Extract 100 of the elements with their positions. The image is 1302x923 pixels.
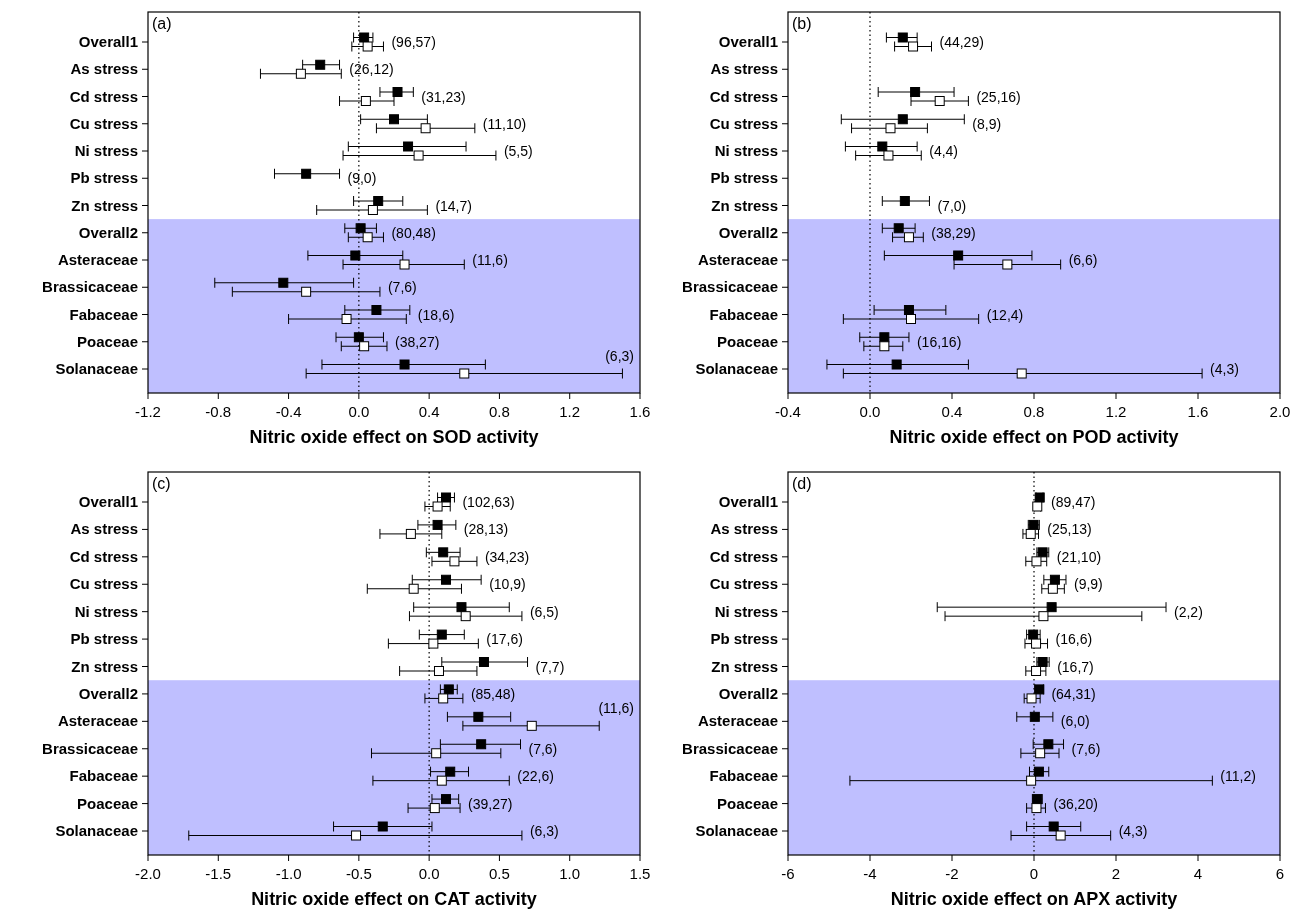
- y-tick-label: Cu stress: [69, 575, 138, 593]
- x-tick-label: 4: [1193, 865, 1203, 882]
- y-tick-label: Zn stress: [71, 657, 138, 675]
- annotation: (102,63): [462, 494, 515, 510]
- annotation: (7,6): [387, 279, 417, 296]
- annotation: (22,6): [517, 768, 554, 785]
- annotation: (4,3): [1118, 823, 1148, 839]
- annotation: (96,57): [391, 34, 436, 50]
- y-tick-label: Zn stress: [711, 196, 778, 214]
- annotation: (14,7): [435, 197, 472, 214]
- annotation: (6,0): [1060, 713, 1090, 730]
- annotation: (11,2): [1220, 768, 1256, 785]
- y-tick-label: Overall1: [718, 493, 778, 510]
- annotation: (64,31): [1051, 685, 1096, 702]
- annotation: (7,6): [1071, 740, 1101, 757]
- annotation: (6,3): [529, 823, 559, 839]
- y-tick-label: Asteraceae: [697, 712, 778, 730]
- annotation: (16,16): [916, 333, 962, 350]
- annotation: (44,29): [939, 34, 984, 50]
- y-tick-label: Brassicaceae: [682, 739, 778, 757]
- y-tick-label: As stress: [710, 520, 778, 538]
- x-tick-label: 0.0: [859, 403, 881, 420]
- annotation: (38,29): [931, 224, 976, 241]
- x-axis-title: Nitric oxide effect on APX activity: [890, 889, 1178, 909]
- y-tick-label: Fabaceae: [709, 767, 778, 785]
- x-tick-label: -0.8: [205, 403, 232, 420]
- y-tick-label: Cu stress: [69, 114, 138, 132]
- x-tick-label: 2: [1111, 865, 1121, 882]
- annotation: (21,10): [1056, 548, 1102, 565]
- y-tick-label: Solanaceae: [695, 360, 778, 377]
- annotation: (6,6): [1068, 252, 1098, 268]
- y-tick-label: Brassicaceae: [42, 739, 138, 757]
- x-tick-label: 2.0: [1269, 403, 1291, 420]
- annotation: (7,7): [535, 658, 565, 675]
- x-tick-label: -6: [781, 865, 795, 882]
- y-tick-label: As stress: [710, 60, 778, 78]
- x-tick-label: -1.2: [135, 403, 161, 420]
- x-tick-label: -1.5: [205, 865, 232, 882]
- annotation: (11,10): [482, 115, 527, 132]
- annotation: (11,6): [472, 252, 508, 268]
- x-tick-label: 0: [1029, 865, 1039, 882]
- y-tick-label: Pb stress: [70, 630, 138, 648]
- annotation: (4,3): [1210, 361, 1239, 377]
- x-tick-label: 1.2: [1105, 403, 1127, 420]
- y-tick-label: Pb stress: [710, 169, 778, 187]
- y-tick-label: Overall2: [78, 684, 138, 702]
- annotation: (9,9): [1073, 576, 1103, 593]
- annotation: (9,0): [347, 170, 377, 187]
- x-axis-title: Nitric oxide effect on CAT activity: [251, 889, 537, 909]
- x-tick-label: 1.6: [1187, 403, 1209, 420]
- x-tick-label: -1.0: [275, 865, 302, 882]
- y-tick-label: Fabaceae: [69, 305, 138, 323]
- annotation: (10,9): [489, 576, 526, 593]
- annotation: (18,6): [417, 306, 455, 323]
- x-tick-label: 0.4: [418, 403, 440, 420]
- annotation: (28,13): [463, 521, 509, 538]
- y-tick-label: Cu stress: [709, 114, 778, 132]
- x-tick-label: -0.4: [775, 403, 801, 420]
- chart-title: (c): [152, 475, 171, 492]
- x-tick-label: 1.6: [629, 403, 651, 420]
- y-tick-label: Overall1: [718, 33, 778, 50]
- y-tick-label: Solanaceae: [55, 360, 138, 377]
- x-tick-label: -4: [863, 865, 877, 882]
- x-tick-label: 0.5: [489, 865, 510, 882]
- y-tick-label: Asteraceae: [57, 712, 138, 730]
- y-tick-label: Asteraceae: [57, 251, 138, 268]
- annotation: (26,12): [349, 61, 394, 78]
- annotation: (6,3): [605, 348, 634, 364]
- y-tick-label: Asteraceae: [697, 251, 778, 268]
- x-tick-label: -2.0: [135, 865, 161, 882]
- y-tick-label: Poaceae: [77, 794, 138, 812]
- annotation: (25,16): [976, 88, 1021, 105]
- x-tick-label: 0.4: [941, 403, 963, 420]
- x-tick-label: -0.4: [275, 403, 302, 420]
- annotation: (85,48): [470, 685, 516, 702]
- annotation: (7,6): [528, 740, 558, 757]
- x-tick-label: 0.0: [418, 865, 440, 882]
- y-tick-label: Fabaceae: [69, 767, 138, 785]
- y-tick-label: Overall2: [718, 223, 778, 241]
- annotation: (80,48): [391, 224, 436, 241]
- chart-title: (b): [792, 15, 812, 32]
- y-tick-label: Solanaceae: [55, 822, 138, 839]
- x-axis-title: Nitric oxide effect on SOD activity: [249, 427, 539, 447]
- annotation: (89,47): [1051, 494, 1096, 510]
- annotation: (5,5): [503, 143, 533, 159]
- y-tick-label: Pb stress: [70, 169, 138, 187]
- y-tick-label: As stress: [70, 60, 138, 78]
- y-tick-label: Poaceae: [717, 794, 778, 812]
- annotation: (16,7): [1057, 658, 1094, 675]
- x-tick-label: 0.8: [489, 403, 510, 420]
- annotation: (8,9): [972, 115, 1002, 132]
- y-tick-label: Overall1: [78, 493, 138, 510]
- annotation: (12,4): [986, 306, 1024, 323]
- y-tick-label: Cd stress: [709, 547, 778, 565]
- x-tick-label: -2: [945, 865, 959, 882]
- chart-title: (d): [792, 475, 812, 492]
- annotation: (11,6): [598, 700, 634, 717]
- y-tick-label: Ni stress: [714, 602, 778, 620]
- annotation: (4,4): [929, 143, 959, 159]
- y-tick-label: Cd stress: [69, 87, 138, 105]
